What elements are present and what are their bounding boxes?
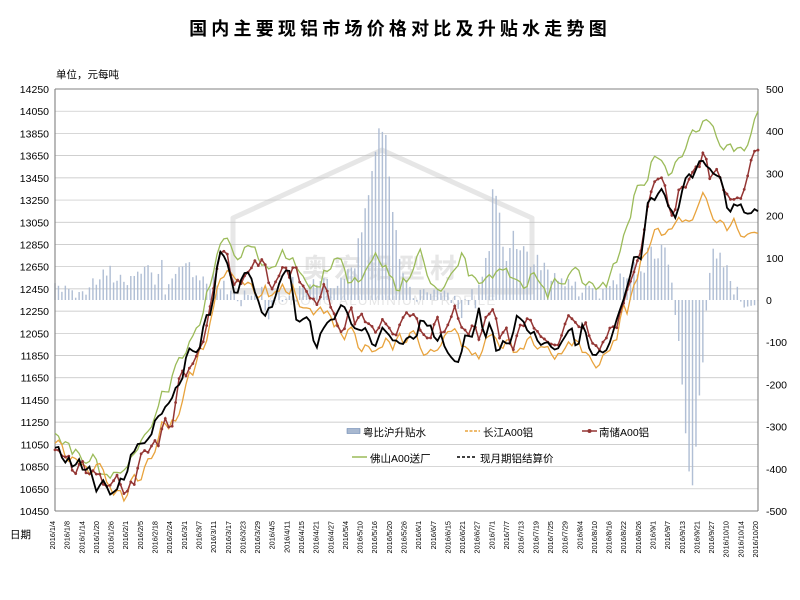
svg-text:2016/3/1: 2016/3/1 <box>180 521 189 549</box>
svg-text:2016/7/1: 2016/7/1 <box>487 521 496 549</box>
svg-text:14250: 14250 <box>20 84 49 96</box>
svg-text:11050: 11050 <box>21 439 50 451</box>
svg-text:2016/8/10: 2016/8/10 <box>590 521 599 553</box>
svg-text:佛山A00送厂: 佛山A00送厂 <box>370 452 431 465</box>
svg-text:2016/4/27: 2016/4/27 <box>326 521 335 553</box>
svg-text:-300: -300 <box>766 422 787 434</box>
svg-text:2016/8/26: 2016/8/26 <box>634 521 643 553</box>
svg-text:2016/5/16: 2016/5/16 <box>370 521 379 553</box>
svg-text:500: 500 <box>766 84 784 96</box>
svg-text:2016/9/21: 2016/9/21 <box>692 521 701 553</box>
svg-text:2016/8/16: 2016/8/16 <box>605 521 614 553</box>
svg-text:12050: 12050 <box>20 328 49 340</box>
svg-text:2016/6/27: 2016/6/27 <box>473 521 482 553</box>
svg-text:2016/6/1: 2016/6/1 <box>414 521 423 549</box>
svg-text:国内主要现铝市场价格对比及升贴水走势图: 国内主要现铝市场价格对比及升贴水走势图 <box>189 18 611 39</box>
svg-text:2016/1/4: 2016/1/4 <box>48 521 57 549</box>
svg-text:2016/7/25: 2016/7/25 <box>546 521 555 553</box>
svg-text:2016/8/22: 2016/8/22 <box>619 521 628 553</box>
svg-text:2016/3/29: 2016/3/29 <box>253 521 262 553</box>
svg-text:2016/3/23: 2016/3/23 <box>238 521 247 553</box>
svg-text:13250: 13250 <box>20 195 49 207</box>
svg-text:2016/4/15: 2016/4/15 <box>297 521 306 553</box>
svg-text:100: 100 <box>766 253 784 265</box>
svg-text:-400: -400 <box>766 464 787 476</box>
svg-text:2016/5/4: 2016/5/4 <box>341 521 350 549</box>
svg-text:2016/6/21: 2016/6/21 <box>458 521 467 553</box>
svg-text:2016/9/7: 2016/9/7 <box>663 521 672 549</box>
svg-text:2016/8/4: 2016/8/4 <box>575 521 584 549</box>
svg-text:13050: 13050 <box>20 217 49 229</box>
svg-text:-500: -500 <box>766 506 787 518</box>
svg-text:0: 0 <box>766 295 772 307</box>
svg-text:2016/2/1: 2016/2/1 <box>121 521 130 549</box>
svg-text:2016/5/10: 2016/5/10 <box>356 521 365 553</box>
svg-text:11250: 11250 <box>21 417 50 429</box>
svg-text:现月期铝结算价: 现月期铝结算价 <box>480 452 554 465</box>
svg-text:11850: 11850 <box>21 351 50 363</box>
svg-text:粤比沪升贴水: 粤比沪升贴水 <box>363 426 426 439</box>
svg-text:12850: 12850 <box>20 239 49 251</box>
svg-text:2016/2/18: 2016/2/18 <box>151 521 160 553</box>
svg-text:2016/7/29: 2016/7/29 <box>561 521 570 553</box>
svg-text:2016/2/24: 2016/2/24 <box>165 521 174 553</box>
svg-text:200: 200 <box>766 211 784 223</box>
svg-text:2016/4/5: 2016/4/5 <box>268 521 277 549</box>
svg-text:-200: -200 <box>766 379 787 391</box>
svg-text:2016/1/8: 2016/1/8 <box>63 521 72 549</box>
svg-text:2016/2/5: 2016/2/5 <box>136 521 145 549</box>
svg-text:13450: 13450 <box>20 173 49 185</box>
svg-text:300: 300 <box>766 168 784 180</box>
svg-text:10650: 10650 <box>20 484 49 496</box>
svg-text:2016/7/13: 2016/7/13 <box>517 521 526 553</box>
svg-text:14050: 14050 <box>20 106 49 118</box>
svg-text:2016/9/1: 2016/9/1 <box>648 521 657 549</box>
svg-text:2016/4/21: 2016/4/21 <box>312 521 321 553</box>
svg-text:400: 400 <box>766 126 784 138</box>
svg-text:2016/1/20: 2016/1/20 <box>92 521 101 553</box>
svg-text:12250: 12250 <box>20 306 49 318</box>
svg-text:日期: 日期 <box>10 529 31 541</box>
svg-text:南储A00铝: 南储A00铝 <box>599 426 649 439</box>
svg-text:-100: -100 <box>766 337 787 349</box>
svg-text:11650: 11650 <box>21 373 50 385</box>
svg-text:2016/6/7: 2016/6/7 <box>429 521 438 549</box>
svg-text:长江A00铝: 长江A00铝 <box>483 426 533 439</box>
svg-text:2016/1/26: 2016/1/26 <box>107 521 116 553</box>
svg-text:2016/1/14: 2016/1/14 <box>77 521 86 553</box>
svg-text:2016/7/19: 2016/7/19 <box>531 521 540 553</box>
svg-text:2016/5/26: 2016/5/26 <box>400 521 409 553</box>
svg-text:2016/10/14: 2016/10/14 <box>736 521 745 558</box>
svg-text:2016/10/10: 2016/10/10 <box>722 521 731 558</box>
svg-text:2016/3/11: 2016/3/11 <box>209 521 218 553</box>
svg-text:2016/4/11: 2016/4/11 <box>282 521 291 553</box>
svg-text:10850: 10850 <box>20 462 49 474</box>
svg-text:10450: 10450 <box>20 506 49 518</box>
svg-text:13850: 13850 <box>20 128 49 140</box>
svg-text:12650: 12650 <box>20 262 49 274</box>
svg-text:12450: 12450 <box>20 284 49 296</box>
svg-text:2016/3/17: 2016/3/17 <box>224 521 233 553</box>
svg-text:2016/7/7: 2016/7/7 <box>502 521 511 549</box>
svg-text:13650: 13650 <box>20 151 49 163</box>
svg-text:2016/3/7: 2016/3/7 <box>194 521 203 549</box>
svg-text:2016/10/20: 2016/10/20 <box>751 521 760 558</box>
svg-text:单位，元每吨: 单位，元每吨 <box>56 68 119 81</box>
svg-text:2016/6/15: 2016/6/15 <box>443 521 452 553</box>
svg-text:11450: 11450 <box>21 395 50 407</box>
svg-text:2016/9/13: 2016/9/13 <box>678 521 687 553</box>
svg-text:2016/5/20: 2016/5/20 <box>385 521 394 553</box>
svg-text:2016/9/27: 2016/9/27 <box>707 521 716 553</box>
